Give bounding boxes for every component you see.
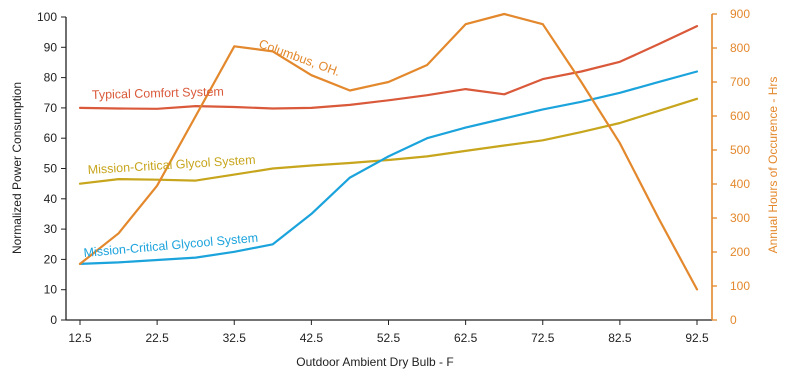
x-tick-label: 32.5 <box>223 331 247 345</box>
y2-tick-label: 100 <box>730 279 750 293</box>
typical-comfort-system-label: Typical Comfort System <box>92 85 224 102</box>
y2-tick-label: 700 <box>730 75 750 89</box>
y-tick-label: 50 <box>44 162 58 176</box>
y2-tick-label: 200 <box>730 245 750 259</box>
y-tick-label: 80 <box>44 71 58 85</box>
typical-comfort-system-line <box>78 25 699 110</box>
y-axis-label: Normalized Power Consumption <box>10 82 24 254</box>
y-tick-label: 20 <box>44 252 58 266</box>
columbus-oh-line <box>78 12 699 291</box>
y-tick-label: 40 <box>44 192 58 206</box>
x-tick-label: 42.5 <box>300 331 324 345</box>
y2-tick-label: 600 <box>730 109 750 123</box>
y2-tick-label: 800 <box>730 41 750 55</box>
y2-tick-label: 300 <box>730 211 750 225</box>
x-tick-label: 82.5 <box>608 331 632 345</box>
mission-critical-glycool-system-line <box>78 70 699 265</box>
y-tick-label: 100 <box>37 10 57 24</box>
y2-tick-label: 400 <box>730 177 750 191</box>
y-tick-label: 30 <box>44 222 58 236</box>
y-tick-label: 60 <box>44 131 58 145</box>
y-tick-label: 70 <box>44 101 58 115</box>
x-tick-label: 92.5 <box>685 331 709 345</box>
x-tick-label: 22.5 <box>145 331 169 345</box>
x-axis-label: Outdoor Ambient Dry Bulb - F <box>296 355 453 369</box>
y-tick-label: 90 <box>44 40 58 54</box>
y2-tick-label: 500 <box>730 143 750 157</box>
mission-critical-glycol-system-label: Mission-Critical Glycol System <box>87 153 256 177</box>
y2-tick-label: 900 <box>730 7 750 21</box>
y2-tick-label: 0 <box>730 313 737 327</box>
x-tick-label: 62.5 <box>454 331 478 345</box>
mission-critical-glycool-system-label: Mission-Critical Glycool System <box>83 231 259 260</box>
columbus-oh-label: Columbus, OH. <box>257 37 342 79</box>
x-tick-label: 72.5 <box>531 331 555 345</box>
y-tick-label: 10 <box>44 283 58 297</box>
mission-critical-glycol-system-line <box>78 97 699 185</box>
y2-axis-label: Annual Hours of Occurence - Hrs <box>766 77 780 254</box>
y-tick-label: 0 <box>50 313 57 327</box>
x-tick-label: 12.5 <box>68 331 92 345</box>
x-tick-label: 52.5 <box>377 331 401 345</box>
